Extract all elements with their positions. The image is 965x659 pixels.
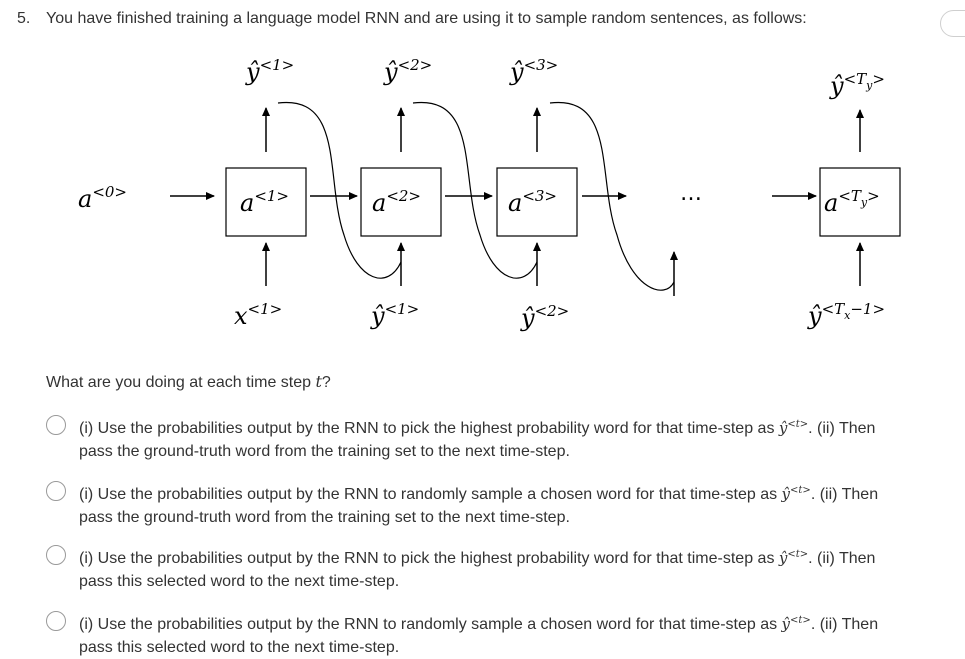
question-prompt: What are you doing at each time step t? [46, 372, 331, 391]
cell-last-label: a<Ty> [824, 187, 880, 217]
input-3-label: ŷ<2> [520, 302, 569, 332]
option-text: (i) Use the probabilities output by the … [79, 549, 876, 590]
radio-button[interactable] [46, 611, 66, 631]
answer-option-1[interactable]: (i) Use the probabilities output by the … [46, 413, 926, 461]
rnn-cell-last [819, 167, 901, 237]
input-2-label: ŷ<1> [370, 300, 419, 330]
input-1-label: x<1> [234, 300, 282, 330]
output-last-label: ŷ<Ty> [829, 70, 885, 100]
cell-1-label: a<1> [240, 187, 289, 217]
question-text: You have finished training a language mo… [46, 10, 807, 27]
answer-option-2[interactable]: (i) Use the probabilities output by the … [46, 479, 926, 527]
cell-2-label: a<2> [372, 187, 421, 217]
output-1-label: ŷ<1> [245, 56, 294, 86]
radio-button[interactable] [46, 545, 66, 565]
feedback-curve-3 [549, 102, 675, 291]
radio-button[interactable] [46, 415, 66, 435]
output-3-label: ŷ<3> [509, 56, 558, 86]
corner-toggle[interactable] [940, 10, 965, 37]
answer-option-4[interactable]: (i) Use the probabilities output by the … [46, 609, 926, 657]
cell-3-label: a<3> [508, 187, 557, 217]
output-2-label: ŷ<2> [383, 56, 432, 86]
option-text: (i) Use the probabilities output by the … [79, 485, 879, 526]
rnn-sampling-diagram: a<0> … a<1> a<2> a<3> a<Ty> ŷ<1> ŷ<2> ŷ<… [78, 56, 901, 332]
question-number: 5. [17, 10, 31, 27]
feedback-curve-2 [412, 102, 538, 279]
a0-label: a<0> [78, 183, 127, 213]
rnn-cell-1 [225, 167, 307, 237]
rnn-cell-2 [360, 167, 442, 237]
input-last-label: ŷ<Tx−1> [807, 300, 885, 330]
rnn-cell-3 [496, 167, 578, 237]
feedback-curve-1 [277, 102, 402, 279]
ellipsis: … [680, 181, 702, 206]
option-text: (i) Use the probabilities output by the … [79, 419, 876, 460]
answer-option-3[interactable]: (i) Use the probabilities output by the … [46, 543, 926, 591]
radio-button[interactable] [46, 481, 66, 501]
